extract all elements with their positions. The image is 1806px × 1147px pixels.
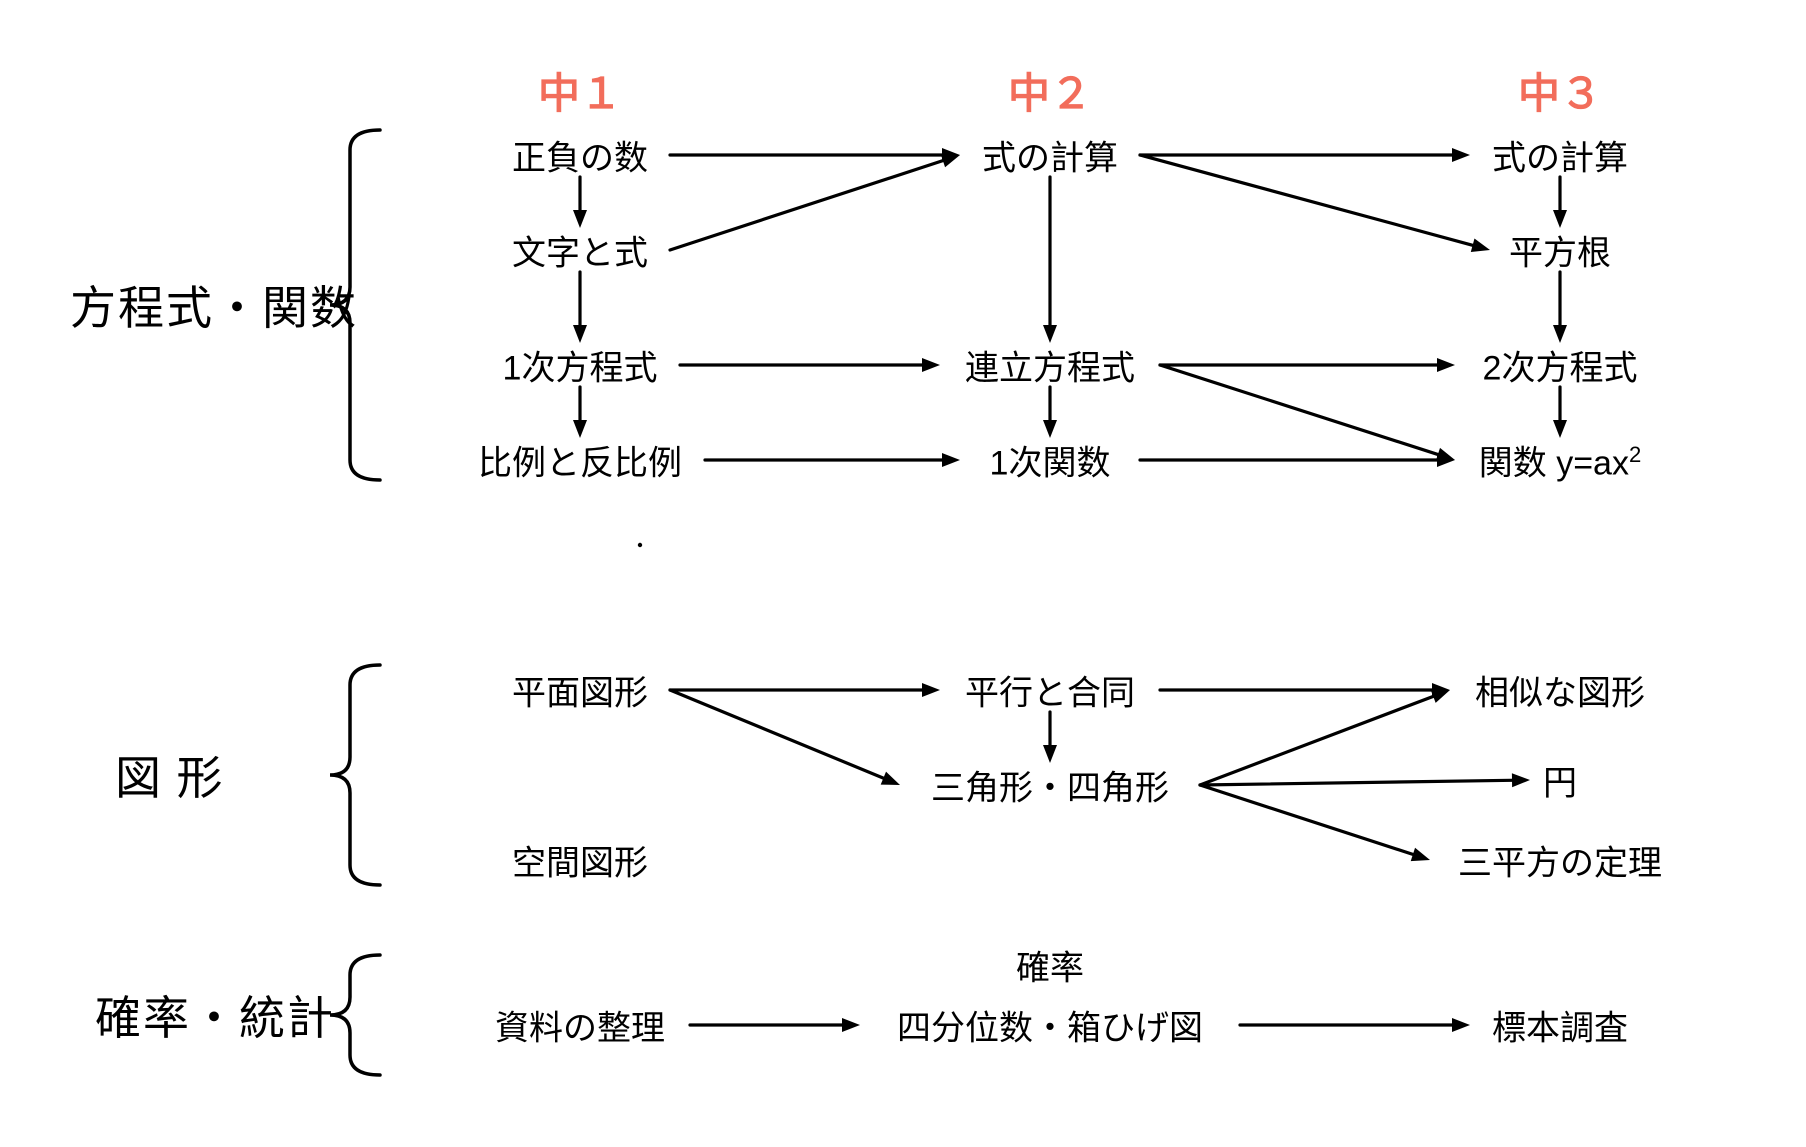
arrow <box>1553 387 1567 438</box>
arrow <box>1043 387 1057 438</box>
arrow <box>705 453 960 467</box>
topic-node: 資料の整理 <box>495 1001 665 1050</box>
arrow <box>1140 453 1455 467</box>
brace <box>330 665 380 885</box>
arrow <box>573 272 587 343</box>
topic-node: 円 <box>1543 756 1577 805</box>
topic-node: 相似な図形 <box>1475 666 1645 715</box>
topic-node: 式の計算 <box>982 131 1118 180</box>
topic-node: 平方根 <box>1509 226 1611 275</box>
topic-node: 式の計算 <box>1492 131 1628 180</box>
arrow <box>1553 177 1567 228</box>
arrow <box>573 387 587 438</box>
arrow <box>1043 177 1057 343</box>
arrow <box>1553 272 1567 343</box>
arrow <box>1200 785 1430 861</box>
topic-node: 正負の数 <box>512 131 648 180</box>
topic-node: 文字と式 <box>512 226 648 275</box>
category-label: 図 形 <box>115 742 225 808</box>
topic-node: 比例と反比例 <box>478 436 682 485</box>
arrow <box>1140 148 1470 162</box>
topic-node: 三角形・四角形 <box>931 761 1169 810</box>
brace <box>330 955 380 1075</box>
topic-node: 1次方程式 <box>503 341 658 390</box>
arrow <box>670 690 900 785</box>
topic-node: 確率 <box>1016 941 1084 990</box>
arrow <box>670 154 960 250</box>
topic-node: 標本調査 <box>1492 1001 1628 1050</box>
arrow <box>1200 690 1450 785</box>
topic-node: 連立方程式 <box>965 341 1135 390</box>
column-header: 中３ <box>1518 60 1602 121</box>
column-header: 中１ <box>538 60 622 121</box>
arrow <box>680 358 940 372</box>
topic-node: 三平方の定理 <box>1458 836 1662 885</box>
arrow <box>1140 155 1490 252</box>
arrow <box>1240 1018 1470 1032</box>
topic-node: 平面図形 <box>512 666 648 715</box>
arrow <box>670 683 940 697</box>
category-label: 確率・統計 <box>95 982 335 1048</box>
topic-node: 空間図形 <box>512 836 648 885</box>
arrow <box>1160 683 1450 697</box>
topic-node: 四分位数・箱ひげ図 <box>897 1001 1203 1050</box>
arrow <box>1200 773 1530 787</box>
arrow <box>1043 712 1057 763</box>
arrow <box>1160 365 1455 461</box>
stray-dot <box>638 543 642 547</box>
topic-node: 関数 y=ax2 <box>1479 436 1642 485</box>
topic-node: 平行と合同 <box>965 666 1135 715</box>
arrow <box>1160 358 1455 372</box>
diagram-stage: 中１ 中２ 中３ 正負の数文字と式 1次方程式比例と反比例 式の計算連立方程式 1次関数 式の… <box>0 0 1806 1147</box>
column-header: 中２ <box>1008 60 1092 121</box>
arrow <box>670 148 960 162</box>
category-label: 方程式・関数 <box>70 272 358 338</box>
arrow <box>573 177 587 228</box>
topic-node: 2次方程式 <box>1483 341 1638 390</box>
topic-node: 1次関数 <box>990 436 1111 485</box>
arrow <box>690 1018 860 1032</box>
